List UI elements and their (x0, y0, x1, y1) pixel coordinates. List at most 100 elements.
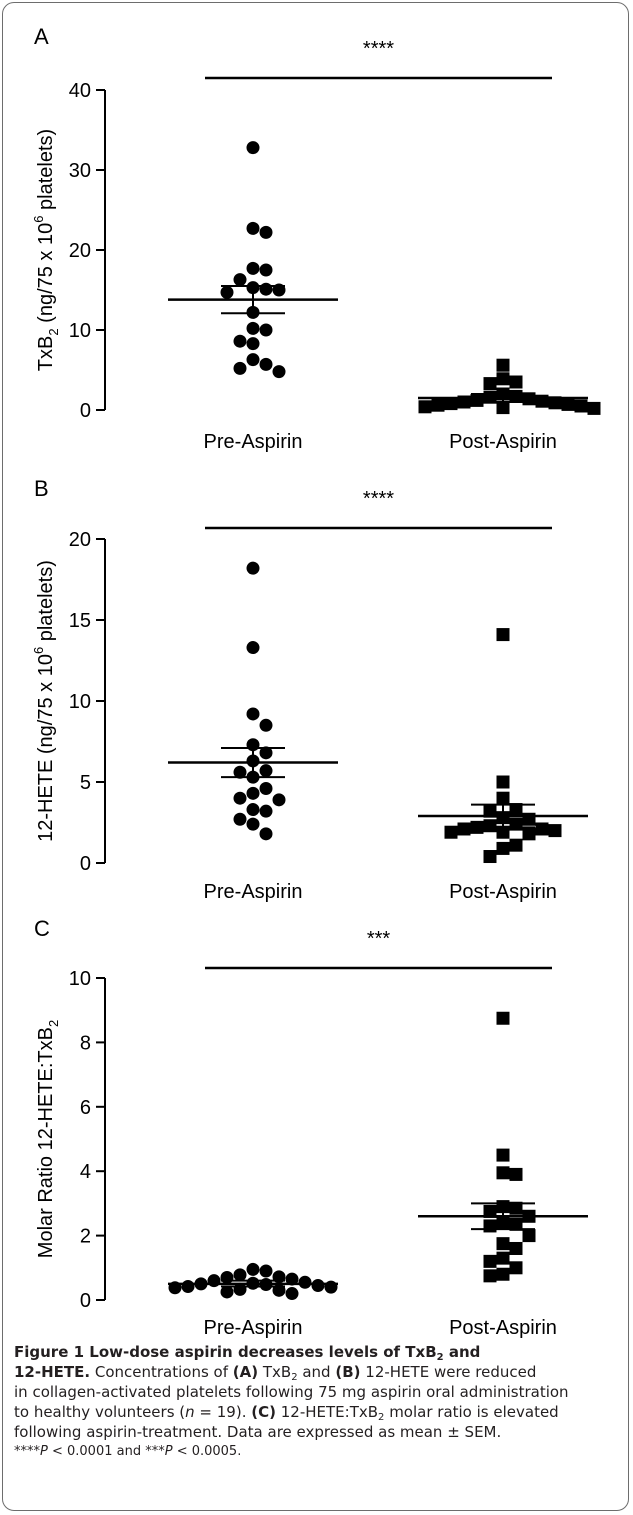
data-point (207, 1274, 221, 1288)
data-point (496, 775, 510, 789)
data-point (233, 334, 247, 348)
data-point (246, 561, 260, 575)
y-axis-label: 12-HETE (ng/75 x 106 platelets) (31, 560, 57, 842)
data-point (233, 791, 247, 805)
data-point (496, 791, 510, 805)
data-point (509, 1241, 523, 1255)
data-point (259, 718, 273, 732)
data-point (548, 824, 562, 838)
data-point (483, 1269, 497, 1283)
data-point (535, 394, 549, 408)
series-pre-aspirin (168, 141, 338, 379)
y-tick-label: 10 (69, 691, 91, 713)
data-point (509, 1167, 523, 1181)
data-point (285, 1287, 299, 1301)
data-point (285, 1272, 299, 1286)
data-point (246, 707, 260, 721)
data-point (496, 1011, 510, 1025)
y-tick-label: 0 (80, 1290, 91, 1312)
data-point (259, 323, 273, 337)
panel-a: A 0 10 20 30 40 TxB2 (ng/75 x 106 platelets) **… (31, 24, 601, 453)
y-tick-label: 4 (80, 1161, 91, 1183)
data-point (509, 838, 523, 852)
data-point (246, 803, 260, 817)
y-tick-label: 0 (80, 853, 91, 875)
y-tick-label: 8 (80, 1032, 91, 1054)
data-point (509, 389, 523, 403)
data-point (233, 812, 247, 826)
x-category-label: Post-Aspirin (449, 881, 557, 903)
panel-b: B 0 5 10 15 20 12-HETE (ng/75 x 106 platelets)… (31, 476, 588, 903)
data-point (587, 401, 601, 415)
y-tick-label: 2 (80, 1226, 91, 1248)
y-tick-label: 40 (69, 80, 91, 102)
data-point (259, 1264, 273, 1278)
significance-label: **** (363, 488, 394, 510)
data-point (535, 822, 549, 836)
data-point (246, 141, 260, 155)
data-point (272, 365, 286, 379)
significance-label: *** (367, 928, 391, 950)
data-point (483, 377, 497, 391)
data-point (496, 628, 510, 642)
series-post-aspirin (418, 628, 588, 864)
data-point (548, 396, 562, 410)
x-category-label: Pre-Aspirin (204, 431, 303, 453)
y-axis-label: TxB2 (ng/75 x 106 platelets) (31, 129, 61, 371)
data-point (298, 1275, 312, 1289)
data-point (220, 285, 234, 299)
series-pre-aspirin (168, 1262, 338, 1301)
y-tick-label: 30 (69, 160, 91, 182)
y-axis-label: Molar Ratio 12-HETE:TxB2 (35, 1020, 61, 1258)
data-point (561, 397, 575, 411)
data-point (431, 398, 445, 412)
y-tick-label: 0 (80, 400, 91, 422)
data-point (509, 1217, 523, 1231)
y-tick-label: 10 (69, 968, 91, 990)
series-post-aspirin (418, 1011, 588, 1283)
data-point (496, 1251, 510, 1265)
data-point (246, 321, 260, 335)
figure-caption: Figure 1 Low-dose aspirin decreases leve… (14, 1343, 569, 1459)
series-pre-aspirin (168, 561, 338, 841)
data-point (483, 1254, 497, 1268)
panel-label: C (34, 916, 50, 941)
data-point (233, 1268, 247, 1282)
data-point (246, 817, 260, 831)
data-point (496, 1267, 510, 1281)
panel-c: C 0 2 4 6 8 10 Molar Ratio 12-HETE:TxB2 *** Pre-A… (34, 916, 588, 1339)
data-point (418, 400, 432, 414)
data-point (444, 397, 458, 411)
y-tick-label: 10 (69, 320, 91, 342)
data-point (246, 641, 260, 655)
data-point (496, 1166, 510, 1180)
data-point (496, 825, 510, 839)
data-point (259, 781, 273, 795)
data-point (496, 401, 510, 415)
data-point (246, 353, 260, 367)
data-point (246, 786, 260, 800)
significance-label: **** (363, 38, 394, 60)
data-point (259, 263, 273, 277)
data-point (470, 393, 484, 407)
data-point (496, 358, 510, 372)
data-point (324, 1280, 338, 1294)
data-point (483, 850, 497, 864)
data-point (483, 819, 497, 833)
data-point (496, 1148, 510, 1162)
y-tick-label: 20 (69, 529, 91, 551)
data-point (509, 375, 523, 389)
data-point (233, 361, 247, 375)
data-point (522, 812, 536, 826)
data-point (457, 822, 471, 836)
data-point (259, 746, 273, 760)
data-point (522, 827, 536, 841)
x-category-label: Pre-Aspirin (204, 1317, 303, 1339)
caption-title: Figure 1 Low-dose aspirin decreases leve… (14, 1343, 437, 1361)
data-point (246, 1262, 260, 1276)
data-point (246, 337, 260, 351)
y-tick-label: 6 (80, 1097, 91, 1119)
data-point (259, 804, 273, 818)
